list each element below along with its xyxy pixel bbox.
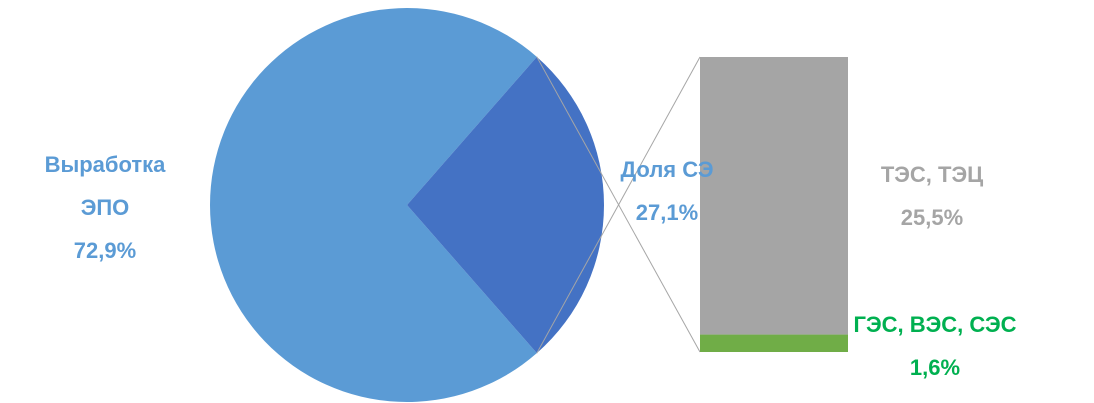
label-value: 72,9% bbox=[73, 238, 137, 263]
data-label: ТЭС, ТЭЦ 25,5% bbox=[852, 153, 1012, 239]
label-name: Выработка ЭПО bbox=[44, 152, 166, 220]
label-name: Доля СЭ bbox=[620, 157, 714, 182]
bar-segment bbox=[700, 57, 848, 335]
data-label: Выработка ЭПО 72,9% bbox=[20, 143, 190, 272]
label-value: 25,5% bbox=[900, 205, 964, 230]
connector bbox=[536, 56, 701, 353]
pie-slice bbox=[209, 8, 537, 403]
bar-segment bbox=[700, 334, 848, 352]
label-value: 1,6% bbox=[909, 355, 961, 380]
label-value: 27,1% bbox=[635, 200, 699, 225]
pie-slice bbox=[407, 56, 604, 354]
label-name: ТЭС, ТЭЦ bbox=[880, 162, 984, 187]
data-label: Доля СЭ 27,1% bbox=[592, 148, 742, 234]
label-name: ГЭС, ВЭС, СЭС bbox=[853, 312, 1017, 337]
data-label: ГЭС, ВЭС, СЭС 1,6% bbox=[845, 303, 1025, 389]
